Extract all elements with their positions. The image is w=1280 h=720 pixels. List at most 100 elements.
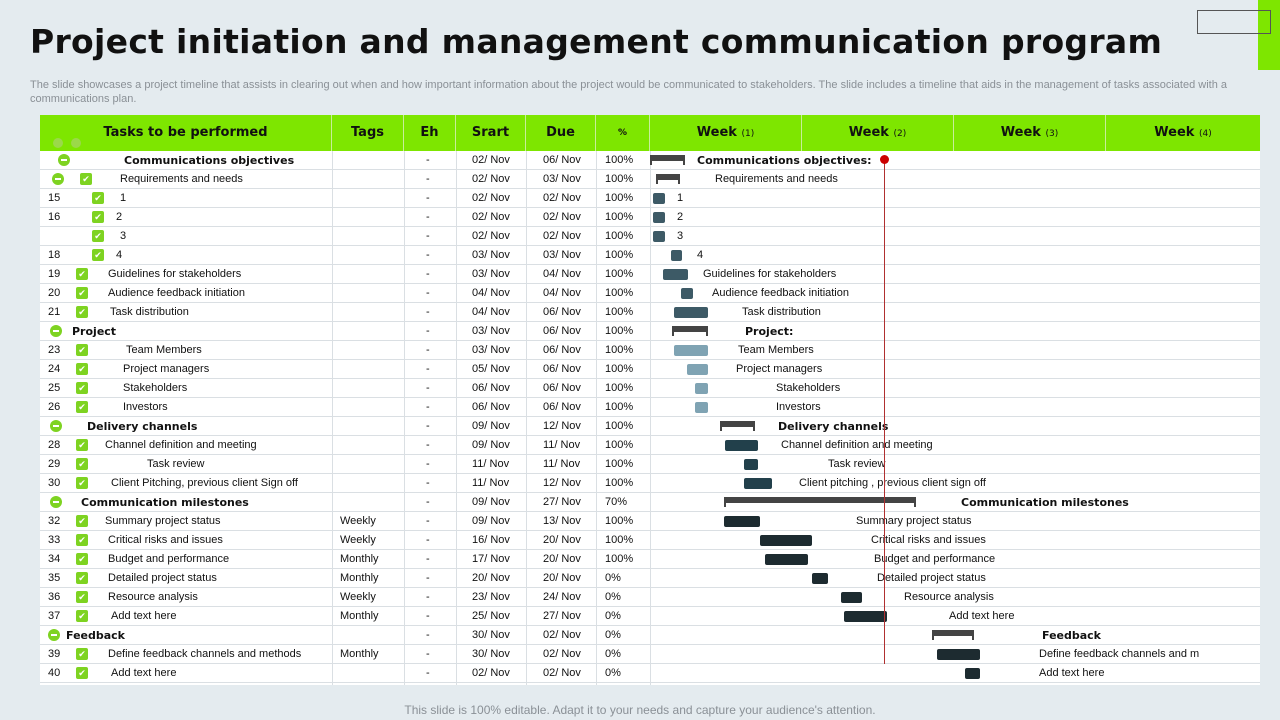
task-row[interactable]: ✔ 3 - 02/ Nov 02/ Nov 100% 3 <box>40 227 1260 246</box>
group-row[interactable]: Communication milestones - 09/ Nov 27/ Nov 7… <box>40 493 1260 512</box>
collapse-icon[interactable] <box>50 325 62 337</box>
checkbox-icon[interactable]: ✔ <box>76 344 88 356</box>
gantt-bar[interactable] <box>653 193 665 204</box>
checkbox-icon[interactable]: ✔ <box>76 515 88 527</box>
checkbox-icon[interactable]: ✔ <box>76 439 88 451</box>
gantt-bar[interactable] <box>674 307 708 318</box>
gantt-bar[interactable] <box>760 535 812 546</box>
checkbox-icon[interactable]: ✔ <box>92 230 104 242</box>
checkbox-icon[interactable]: ✔ <box>76 382 88 394</box>
checkbox-icon[interactable]: ✔ <box>76 610 88 622</box>
checkbox-icon[interactable]: ✔ <box>76 268 88 280</box>
collapse-icon[interactable] <box>48 629 60 641</box>
checkbox-icon[interactable]: ✔ <box>92 192 104 204</box>
col-week-1[interactable]: Week (1) <box>650 115 802 151</box>
col-due[interactable]: Due <box>526 115 596 151</box>
checkbox-icon[interactable]: ✔ <box>80 173 92 185</box>
col-week-2[interactable]: Week (2) <box>802 115 954 151</box>
checkbox-icon[interactable]: ✔ <box>76 401 88 413</box>
summary-bar[interactable] <box>650 155 685 165</box>
checkbox-icon[interactable]: ✔ <box>76 591 88 603</box>
gantt-bar[interactable] <box>695 402 708 413</box>
group-row[interactable]: Project - 03/ Nov 06/ Nov 100% Project: <box>40 322 1260 341</box>
task-row[interactable]: 35 ✔ Detailed project status Monthly - 20/ No… <box>40 569 1260 588</box>
task-row[interactable]: 18 ✔ 4 - 03/ Nov 03/ Nov 100% 4 <box>40 246 1260 265</box>
gantt-bar[interactable] <box>965 668 980 679</box>
task-row[interactable]: 40 ✔ Add text here - 02/ Nov 02/ Nov 0% Add tex… <box>40 664 1260 683</box>
collapse-icon[interactable] <box>50 420 62 432</box>
checkbox-icon[interactable]: ✔ <box>76 553 88 565</box>
checkbox-icon[interactable]: ✔ <box>76 667 88 679</box>
gantt-bar[interactable] <box>937 649 980 660</box>
gantt-bar[interactable] <box>725 440 758 451</box>
gantt-label: Project managers <box>736 363 823 375</box>
task-row[interactable]: 21 ✔ Task distribution - 04/ Nov 06/ Nov 100% T… <box>40 303 1260 322</box>
summary-bar[interactable] <box>720 421 755 431</box>
task-row[interactable]: 33 ✔ Critical risks and issues Weekly - 16/ N… <box>40 531 1260 550</box>
col-start[interactable]: Srart <box>456 115 526 151</box>
summary-bar[interactable] <box>656 174 680 184</box>
gantt-bar[interactable] <box>671 250 682 261</box>
task-row[interactable]: 26 ✔ Investors - 06/ Nov 06/ Nov 100% Investors <box>40 398 1260 417</box>
summary-bar[interactable] <box>724 497 916 507</box>
checkbox-icon[interactable]: ✔ <box>76 572 88 584</box>
gantt-bar[interactable] <box>765 554 808 565</box>
col-week-4[interactable]: Week (4) <box>1154 125 1212 140</box>
gantt-bar[interactable] <box>841 592 862 603</box>
gantt-bar[interactable] <box>844 611 887 622</box>
task-row[interactable]: 23 ✔ Team Members - 03/ Nov 06/ Nov 100% Team M… <box>40 341 1260 360</box>
task-row[interactable]: 20 ✔ Audience feedback initiation - 04/ Nov 0… <box>40 284 1260 303</box>
gantt-bar[interactable] <box>674 345 708 356</box>
task-row[interactable]: 34 ✔ Budget and performance Monthly - 17/ Nov… <box>40 550 1260 569</box>
checkbox-icon[interactable]: ✔ <box>76 306 88 318</box>
task-row[interactable]: 16 ✔ 2 - 02/ Nov 02/ Nov 100% 2 <box>40 208 1260 227</box>
eh-cell: - <box>426 173 430 185</box>
checkbox-icon[interactable]: ✔ <box>76 648 88 660</box>
gantt-bar[interactable] <box>724 516 760 527</box>
col-tags[interactable]: Tags <box>332 115 404 151</box>
task-row[interactable]: 32 ✔ Summary project status Weekly - 09/ Nov 1… <box>40 512 1260 531</box>
group-row[interactable]: Communications objectives - 02/ Nov 06/ Nov… <box>40 151 1260 170</box>
task-row[interactable]: 19 ✔ Guidelines for stakeholders - 03/ Nov 04… <box>40 265 1260 284</box>
gantt-bar[interactable] <box>744 478 772 489</box>
task-row[interactable]: 24 ✔ Project managers - 05/ Nov 06/ Nov 100% Pr… <box>40 360 1260 379</box>
gantt-bar[interactable] <box>687 364 708 375</box>
checkbox-icon[interactable]: ✔ <box>76 287 88 299</box>
collapse-icon[interactable] <box>52 173 64 185</box>
col-percent[interactable]: % <box>596 115 650 151</box>
gantt-bar[interactable] <box>744 459 758 470</box>
group-row[interactable]: Feedback - 30/ Nov 02/ Nov 0% Feedback <box>40 626 1260 645</box>
task-row[interactable]: 37 ✔ Add text here Monthly - 25/ Nov 27/ Nov 0%… <box>40 607 1260 626</box>
col-tasks[interactable]: Tasks to be performed <box>40 115 332 151</box>
checkbox-icon[interactable]: ✔ <box>76 458 88 470</box>
task-row[interactable]: 39 ✔ Define feedback channels and methods M… <box>40 645 1260 664</box>
group-row[interactable]: ✔ Requirements and needs - 02/ Nov 03/ Nov 10… <box>40 170 1260 189</box>
gantt-bar[interactable] <box>695 383 708 394</box>
col-week-3[interactable]: Week (3) <box>954 115 1106 151</box>
checkbox-icon[interactable]: ✔ <box>76 477 88 489</box>
gantt-bar[interactable] <box>812 573 828 584</box>
task-row[interactable]: 36 ✔ Resource analysis Weekly - 23/ Nov 24/ No… <box>40 588 1260 607</box>
task-row[interactable]: 28 ✔ Channel definition and meeting - 09/ No… <box>40 436 1260 455</box>
task-row[interactable]: 15 ✔ 1 - 02/ Nov 02/ Nov 100% 1 <box>40 189 1260 208</box>
summary-bar[interactable] <box>932 630 974 640</box>
task-row[interactable]: 30 ✔ Client Pitching, previous client Sign… <box>40 474 1260 493</box>
gantt-bar[interactable] <box>653 231 665 242</box>
gantt-bar[interactable] <box>663 269 688 280</box>
checkbox-icon[interactable]: ✔ <box>92 249 104 261</box>
gantt-label: Audience feedback initiation <box>712 287 849 299</box>
col-eh[interactable]: Eh <box>404 115 456 151</box>
checkbox-icon[interactable]: ✔ <box>76 363 88 375</box>
collapse-icon[interactable] <box>58 154 70 166</box>
summary-bar[interactable] <box>672 326 708 336</box>
checkbox-icon[interactable]: ✔ <box>92 211 104 223</box>
task-row[interactable]: 25 ✔ Stakeholders - 06/ Nov 06/ Nov 100% Stakeh… <box>40 379 1260 398</box>
gantt-bar[interactable] <box>681 288 693 299</box>
gantt-bar[interactable] <box>653 212 665 223</box>
collapse-icon[interactable] <box>50 496 62 508</box>
percent-complete: 100% <box>605 192 634 204</box>
checkbox-icon[interactable]: ✔ <box>76 534 88 546</box>
percent-complete: 100% <box>605 382 634 394</box>
task-row[interactable]: 29 ✔ Task review - 11/ Nov 11/ Nov 100% Task re… <box>40 455 1260 474</box>
group-row[interactable]: Delivery channels - 09/ Nov 12/ Nov 100% Deli… <box>40 417 1260 436</box>
